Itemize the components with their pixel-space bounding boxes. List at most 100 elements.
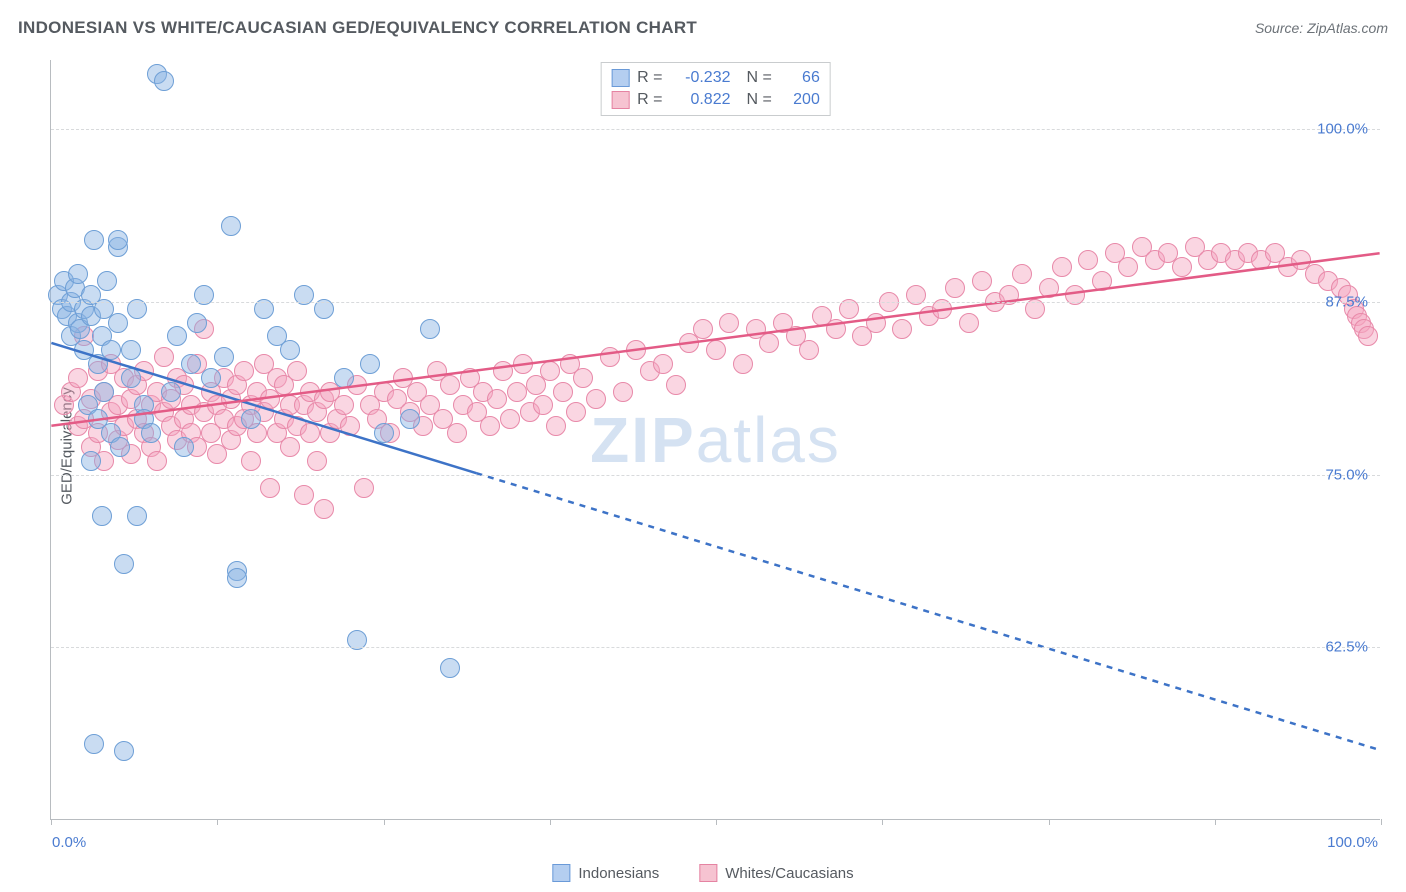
legend-r-value: 0.822: [671, 91, 731, 109]
x-tick-mark: [51, 819, 52, 825]
scatter-point: [294, 485, 314, 505]
scatter-point: [566, 402, 586, 422]
y-tick-label: 75.0%: [1325, 466, 1368, 483]
scatter-point: [280, 437, 300, 457]
scatter-point: [1052, 257, 1072, 277]
scatter-point: [227, 568, 247, 588]
scatter-point: [121, 368, 141, 388]
scatter-point: [307, 451, 327, 471]
scatter-point: [1039, 278, 1059, 298]
y-tick-label: 87.5%: [1325, 293, 1368, 310]
scatter-point: [513, 354, 533, 374]
scatter-point: [945, 278, 965, 298]
y-tick-label: 100.0%: [1317, 121, 1368, 138]
scatter-point: [653, 354, 673, 374]
scatter-point: [314, 499, 334, 519]
scatter-point: [719, 313, 739, 333]
scatter-point: [540, 361, 560, 381]
legend-series: Indonesians Whites/Caucasians: [552, 864, 853, 882]
scatter-point: [613, 382, 633, 402]
scatter-point: [68, 368, 88, 388]
scatter-point: [334, 395, 354, 415]
scatter-point: [287, 361, 307, 381]
scatter-point: [68, 264, 88, 284]
gridline-horizontal: [51, 475, 1380, 476]
legend-series-label: Indonesians: [578, 865, 659, 882]
legend-swatch: [611, 69, 629, 87]
legend-correlation: R = -0.232 N = 66 R = 0.822 N = 200: [600, 62, 831, 116]
scatter-point: [241, 409, 261, 429]
scatter-point: [546, 416, 566, 436]
scatter-point: [972, 271, 992, 291]
scatter-point: [141, 423, 161, 443]
scatter-point: [354, 478, 374, 498]
scatter-point: [866, 313, 886, 333]
scatter-point: [201, 368, 221, 388]
scatter-point: [1358, 326, 1378, 346]
scatter-point: [586, 389, 606, 409]
x-tick-mark: [716, 819, 717, 825]
legend-series-label: Whites/Caucasians: [725, 865, 853, 882]
legend-swatch: [611, 91, 629, 109]
legend-correlation-row: R = 0.822 N = 200: [611, 89, 820, 111]
watermark: ZIPatlas: [590, 403, 841, 477]
legend-correlation-row: R = -0.232 N = 66: [611, 67, 820, 89]
scatter-point: [121, 340, 141, 360]
scatter-point: [493, 361, 513, 381]
scatter-point: [420, 319, 440, 339]
scatter-point: [799, 340, 819, 360]
scatter-point: [733, 354, 753, 374]
scatter-point: [167, 326, 187, 346]
title-bar: INDONESIAN VS WHITE/CAUCASIAN GED/EQUIVA…: [18, 18, 1388, 38]
scatter-point: [241, 451, 261, 471]
plot-area: ZIPatlas R = -0.232 N = 66 R = 0.822 N =…: [50, 60, 1380, 820]
scatter-point: [1092, 271, 1112, 291]
scatter-point: [959, 313, 979, 333]
x-tick-mark: [882, 819, 883, 825]
scatter-point: [553, 382, 573, 402]
scatter-point: [573, 368, 593, 388]
legend-r-label: R =: [637, 69, 662, 87]
scatter-point: [1172, 257, 1192, 277]
scatter-point: [161, 382, 181, 402]
x-tick-mark: [384, 819, 385, 825]
gridline-horizontal: [51, 302, 1380, 303]
legend-n-label: N =: [747, 91, 772, 109]
scatter-point: [480, 416, 500, 436]
scatter-point: [826, 319, 846, 339]
scatter-point: [154, 347, 174, 367]
scatter-point: [706, 340, 726, 360]
legend-r-label: R =: [637, 91, 662, 109]
scatter-point: [101, 340, 121, 360]
scatter-point: [1012, 264, 1032, 284]
scatter-point: [360, 354, 380, 374]
scatter-point: [280, 340, 300, 360]
scatter-point: [507, 382, 527, 402]
scatter-point: [174, 437, 194, 457]
scatter-point: [187, 313, 207, 333]
y-tick-label: 62.5%: [1325, 639, 1368, 656]
scatter-point: [154, 71, 174, 91]
scatter-point: [147, 451, 167, 471]
scatter-point: [447, 423, 467, 443]
chart-container: INDONESIAN VS WHITE/CAUCASIAN GED/EQUIVA…: [0, 0, 1406, 892]
scatter-point: [81, 451, 101, 471]
scatter-point: [759, 333, 779, 353]
scatter-point: [181, 354, 201, 374]
scatter-point: [260, 478, 280, 498]
scatter-point: [334, 368, 354, 388]
legend-series-item: Indonesians: [552, 864, 659, 882]
scatter-point: [300, 423, 320, 443]
scatter-point: [84, 734, 104, 754]
legend-swatch: [699, 864, 717, 882]
scatter-point: [487, 389, 507, 409]
x-tick-mark: [1215, 819, 1216, 825]
chart-source: Source: ZipAtlas.com: [1255, 20, 1388, 36]
x-tick-mark: [1381, 819, 1382, 825]
scatter-point: [108, 230, 128, 250]
scatter-point: [666, 375, 686, 395]
legend-n-value: 200: [780, 91, 820, 109]
scatter-point: [693, 319, 713, 339]
scatter-point: [600, 347, 620, 367]
scatter-point: [626, 340, 646, 360]
